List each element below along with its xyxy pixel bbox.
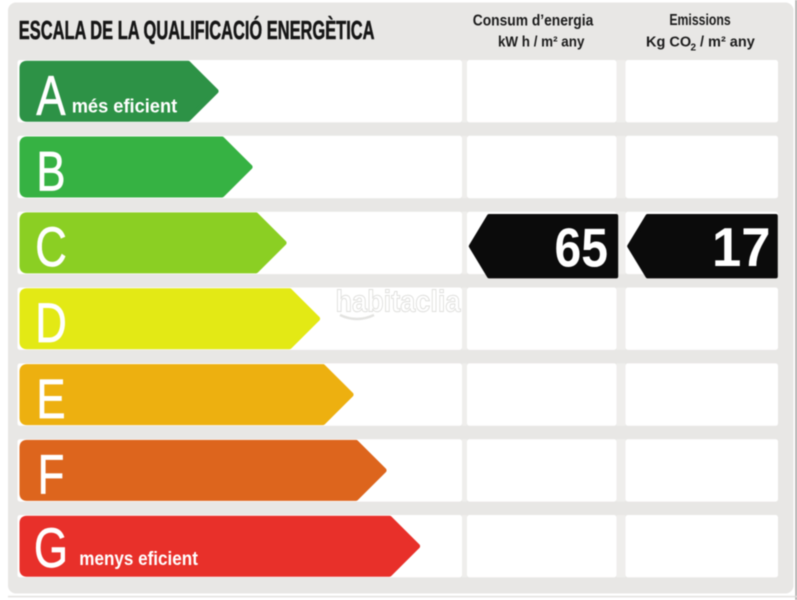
svg-text:D: D [35, 292, 67, 354]
svg-text:E: E [36, 368, 65, 430]
svg-text:G: G [34, 517, 68, 579]
svg-text:més eficient: més eficient [72, 95, 178, 117]
svg-text:A: A [36, 64, 66, 126]
svg-text:C: C [35, 216, 67, 278]
svg-text:B: B [36, 140, 65, 202]
svg-text:ESCALA DE LA QUALIFICACIÓ ENER: ESCALA DE LA QUALIFICACIÓ ENERGÈTICA [19, 15, 375, 45]
svg-text:/ m² any: / m² any [700, 34, 755, 50]
svg-text:habitaclia: habitaclia [336, 284, 462, 319]
svg-text:F: F [38, 444, 65, 506]
svg-text:Consum d’energia: Consum d’energia [473, 12, 594, 29]
svg-text:2: 2 [691, 43, 697, 54]
svg-text:kW h / m² any: kW h / m² any [498, 34, 585, 50]
svg-text:Emissions: Emissions [669, 12, 730, 29]
svg-text:17: 17 [712, 217, 771, 278]
svg-text:menys eficient: menys eficient [79, 548, 198, 570]
svg-text:Kg CO: Kg CO [646, 34, 691, 50]
svg-text:65: 65 [555, 217, 609, 278]
